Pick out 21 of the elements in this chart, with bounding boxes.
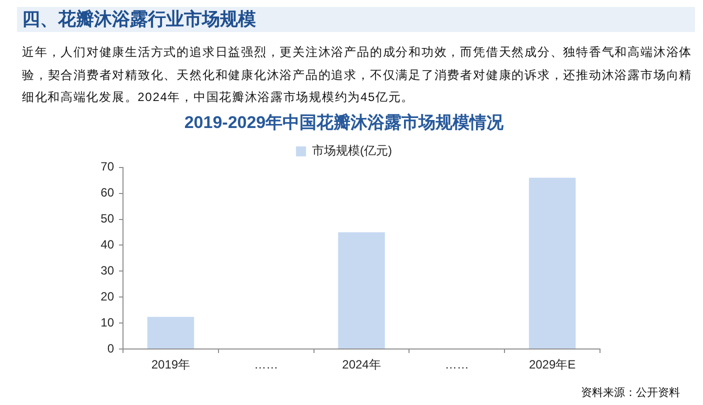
text: 近年，人们对健康生活方式的追求日益强烈，更关注沐浴产品的成分和功效，而凭借天然成分、独特香气和高端沐浴体验，契合消费者对精致化、天然化和健康化沐浴产品的追求，不仅满足了消费者对健康的诉求，还推动沐浴露市场向精细化和高端化发展。2024年，中国花瓣沐浴露市场规模约为45亿元。 bbox=[22, 44, 692, 106]
y-tick-label: 50 bbox=[100, 212, 114, 226]
x-tick-label: 2019年 bbox=[151, 358, 190, 372]
y-tick-label: 0 bbox=[107, 341, 114, 356]
x-tick-label: 2029年E bbox=[528, 358, 576, 372]
text: 资料来源：公开资料 bbox=[581, 386, 680, 401]
bar bbox=[528, 178, 576, 348]
y-tick-label: 60 bbox=[100, 186, 114, 200]
x-tick-label: …… bbox=[444, 358, 469, 372]
x-tick-label: …… bbox=[254, 358, 278, 372]
bar bbox=[147, 316, 194, 348]
y-tick-label: 40 bbox=[100, 238, 114, 252]
y-tick-label: 10 bbox=[100, 315, 114, 330]
legend-label: 市场规模(亿元) bbox=[312, 144, 392, 158]
text: 四、花瓣沐浴露行业市场规模 bbox=[22, 8, 256, 31]
chart-title: 2019-2029年中国花瓣沐浴露市场规模情况 bbox=[184, 112, 505, 132]
bar bbox=[338, 232, 385, 348]
y-tick-label: 70 bbox=[100, 160, 114, 174]
y-tick-label: 30 bbox=[100, 263, 114, 278]
x-tick-label: 2024年 bbox=[342, 358, 381, 372]
y-tick-label: 20 bbox=[100, 289, 114, 304]
